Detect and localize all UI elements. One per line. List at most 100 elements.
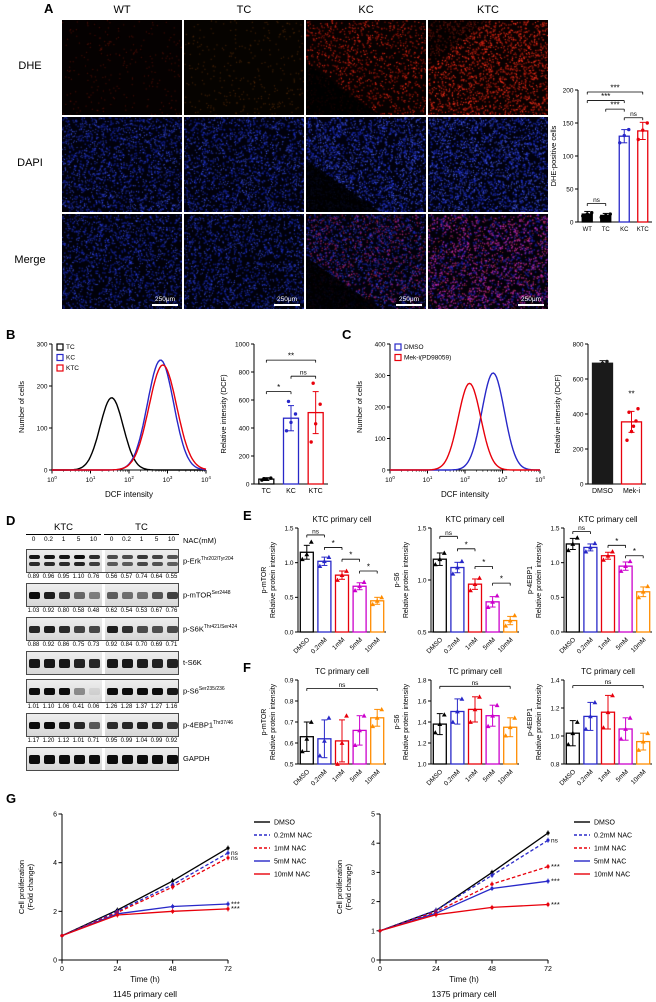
protein-band	[137, 591, 148, 599]
scatter-point	[600, 361, 605, 365]
micrograph-dhe-ktc	[428, 20, 548, 115]
sig-label: ***	[231, 904, 240, 913]
scatter-point	[339, 572, 345, 578]
scatter-point	[344, 568, 349, 573]
scatter-point	[352, 588, 358, 593]
protein-band	[74, 754, 85, 764]
y-axis-label: Relative protein intensity	[403, 541, 410, 618]
band-quantification: 0.54	[120, 608, 133, 614]
band-quantification: 0.92	[42, 642, 55, 648]
scatter-point	[592, 700, 598, 705]
column-header-tc: TC	[236, 4, 252, 16]
sig-label: *	[633, 547, 636, 556]
data-point	[171, 885, 175, 889]
sig-label: *	[349, 551, 352, 560]
bar	[565, 543, 580, 633]
scatter-point	[618, 568, 624, 573]
x-tick-label: 48	[488, 966, 496, 973]
x-tick-label: 5mM	[615, 768, 630, 783]
scatter-point	[437, 556, 443, 562]
band-quantification: 1.01	[72, 738, 85, 744]
scatter-point	[441, 712, 447, 717]
bar	[618, 135, 630, 223]
y-tick-label: 1.4	[417, 719, 426, 726]
protein-band	[44, 754, 55, 764]
scatter-point	[608, 212, 612, 216]
band-quantification: 0.69	[150, 642, 163, 648]
scatter-point	[565, 547, 571, 553]
x-tick-label: 1mM	[464, 768, 479, 783]
scatter-point	[565, 742, 571, 747]
blot-phospho-site: Thr202/Tyr204	[200, 556, 234, 562]
y-tick-label: 2	[371, 899, 375, 906]
sig-label: ***	[610, 101, 619, 110]
protein-band	[167, 687, 178, 695]
scatter-point	[507, 618, 513, 623]
sig-label: ns	[231, 855, 239, 862]
band-quantification: 0.76	[165, 608, 178, 614]
band-quantification: 1.06	[57, 704, 70, 710]
x-tick-label: 10mM	[497, 768, 515, 786]
scatter-point	[468, 719, 473, 724]
histogram-curve-mek-i(pd98059)	[390, 382, 540, 471]
x-axis-label: DCF intensity	[441, 490, 489, 499]
x-tick-label: KC	[286, 488, 296, 495]
blot-label-p-erk: p-ErkThr202/Tyr204	[183, 556, 233, 566]
blot-protein-name: p-S6K	[183, 624, 204, 634]
band-quantification: 0.89	[27, 574, 40, 580]
dcf-intensity-bar-chart-b: 0 200 400 600 800 1000 Relative intensity (DCF…	[219, 341, 328, 495]
protein-band	[29, 754, 40, 764]
micrograph-canvas	[428, 117, 548, 212]
x-tick-label: Mek-i	[623, 488, 641, 495]
x-tick-label: 101	[423, 475, 433, 484]
panel-d-label: D	[6, 513, 16, 528]
scatter-point	[335, 577, 340, 582]
nac-concentration: 0	[31, 536, 36, 543]
scatter-point	[512, 715, 518, 720]
band-quantification: 0.67	[150, 608, 163, 614]
scatter-point	[485, 604, 491, 609]
x-tick-label: 1mM	[331, 768, 346, 783]
scatter-point	[636, 407, 640, 411]
y-axis-label-line1: Cell proliferation	[335, 860, 344, 914]
scatter-point	[605, 553, 611, 558]
x-tick-label: 5mM	[349, 636, 364, 651]
x-tick-label: 1mM	[464, 636, 479, 651]
blot-strip-p-4ebp1	[26, 713, 179, 737]
panel-f-label: F	[243, 660, 251, 675]
x-tick-label: 0.2mM	[310, 768, 329, 787]
sig-label: ns	[312, 528, 320, 535]
protein-band	[137, 562, 148, 566]
scale-bar-line	[396, 304, 422, 306]
y-axis-label: Relative intensity (DCF)	[553, 374, 562, 454]
protein-band	[107, 555, 118, 559]
scatter-point	[583, 549, 589, 554]
protein-band	[29, 555, 40, 559]
blot-group-seam	[102, 748, 105, 770]
data-point	[226, 846, 230, 850]
protein-band	[74, 591, 85, 599]
y-tick-label: 400	[239, 425, 250, 432]
legend-label: 10mM NAC	[274, 871, 310, 878]
x-tick-label: 102	[124, 475, 134, 484]
protein-band	[59, 658, 70, 668]
nac-concentration: 10	[89, 536, 98, 543]
sig-label: *	[615, 537, 618, 546]
y-axis-label-protein: p-4EBP1	[527, 708, 534, 736]
y-tick-label: 200	[37, 383, 48, 390]
protein-band	[167, 625, 178, 633]
micrograph-merge-tc: 250μm	[184, 214, 304, 309]
scatter-point	[335, 761, 340, 766]
scatter-point	[379, 594, 385, 600]
x-tick-label: 72	[224, 966, 232, 973]
x-tick-label: 0	[378, 966, 382, 973]
scatter-point	[581, 214, 585, 218]
protein-band	[107, 591, 118, 599]
protein-band	[29, 687, 40, 695]
y-axis-label: Number of cells	[17, 381, 26, 433]
legend-label: DMSO	[594, 819, 616, 826]
legend-label: 10mM NAC	[594, 871, 630, 878]
protein-band	[29, 658, 40, 668]
y-tick-label: 0.0	[550, 629, 559, 636]
x-tick-label: KTC	[637, 227, 650, 233]
